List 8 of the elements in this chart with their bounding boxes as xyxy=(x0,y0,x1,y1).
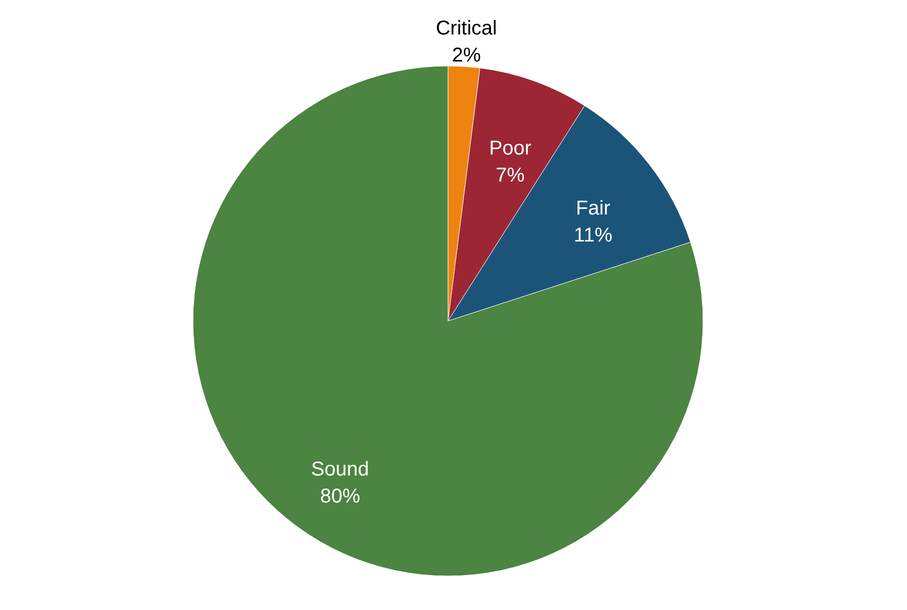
data-label: 80% xyxy=(320,486,360,508)
data-label: 7% xyxy=(496,164,525,186)
slice-label: Poor xyxy=(489,137,532,160)
slice-label: Fair xyxy=(576,197,611,220)
slice-label: Sound xyxy=(311,458,370,481)
data-label: 2% xyxy=(452,44,482,67)
slice-label: Critical xyxy=(436,18,497,40)
data-label: 11% xyxy=(574,224,613,246)
